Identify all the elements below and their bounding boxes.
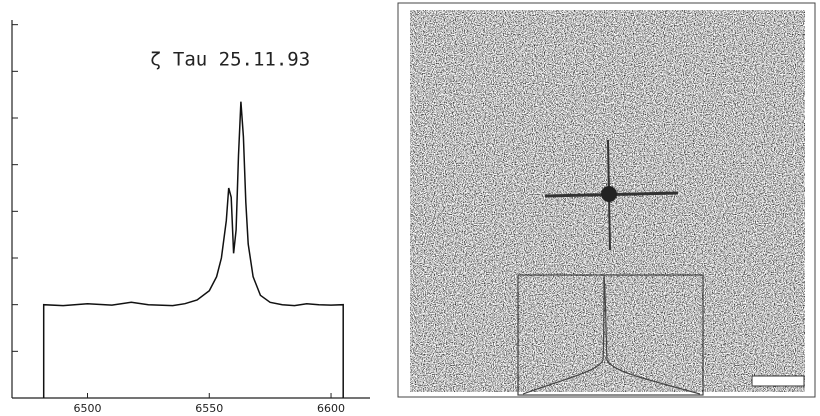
annotation: ζ Tau 25.11.93 [150, 49, 310, 71]
x-tick-label: 6600 [317, 402, 345, 415]
x-tick-label: 6500 [73, 402, 101, 415]
inset-curve [522, 275, 701, 395]
spectrum-line [42, 101, 344, 398]
scale-bar [751, 375, 805, 387]
image-panel [397, 2, 816, 398]
x-tick-label: 6550 [195, 402, 223, 415]
inset-box [517, 274, 704, 396]
star [601, 186, 617, 202]
